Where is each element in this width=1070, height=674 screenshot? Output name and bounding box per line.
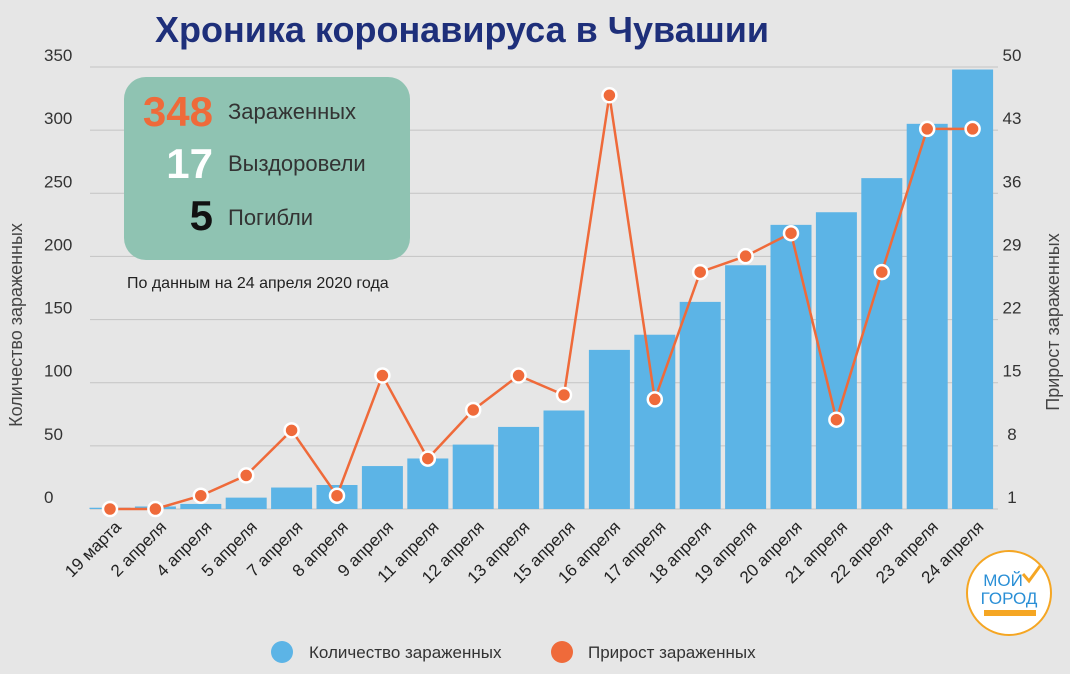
growth-point [328,487,346,504]
left-tick-label: 50 [44,425,63,444]
growth-point [374,367,391,384]
logo: МОЙ ГОРОД [966,550,1052,636]
growth-point [918,120,936,138]
bar [588,349,630,509]
growth-point [964,120,981,138]
deaths-label: Погибли [228,205,313,230]
recovered-label: Выздоровели [228,151,366,176]
growth-point [873,263,891,281]
growth-point [782,224,800,242]
right-tick-label: 36 [1003,172,1022,191]
bar [407,458,449,509]
growth-point [237,467,255,484]
legend-bar-marker [271,641,293,663]
right-axis-ticks: 1 8 15 22 29 36 43 50 [1003,46,1022,507]
left-tick-label: 150 [44,299,72,318]
logo-underline [984,610,1036,616]
growth-point [555,386,573,404]
left-axis-title: Количество зараженных [6,223,26,427]
legend-line-marker [551,641,573,663]
growth-point [283,422,300,439]
bar [725,265,767,509]
check-icon [1021,565,1042,584]
left-tick-label: 350 [44,46,72,65]
line-series [101,87,981,518]
right-tick-label: 8 [1007,425,1016,444]
right-tick-label: 50 [1003,46,1022,65]
bar [543,410,585,509]
logo-line1: МОЙ [983,571,1023,590]
growth-point [101,500,119,518]
growth-point [737,247,754,265]
bar [861,178,903,510]
growth-point [828,411,845,428]
deaths-count: 5 [190,192,213,239]
bar [180,503,222,509]
right-tick-label: 43 [1003,109,1022,128]
growth-point [147,500,164,518]
data-date-note: По данным на 24 апреля 2020 года [127,275,389,292]
bar [361,466,403,509]
growth-point [691,263,709,281]
left-tick-label: 100 [44,362,72,381]
left-tick-label: 200 [44,235,72,254]
legend-line-label: Прирост зараженных [588,643,756,662]
right-tick-label: 22 [1003,299,1022,318]
right-tick-label: 15 [1003,362,1022,381]
stats-box [124,77,410,260]
right-axis-title: Прирост зараженных [1043,233,1063,410]
bar [271,487,313,509]
bar [952,69,994,510]
bar [498,426,540,509]
infected-label: Зараженных [228,99,356,124]
growth-line [110,95,973,511]
bar [770,224,812,509]
right-tick-label: 29 [1003,235,1022,254]
bar [679,301,721,509]
left-tick-label: 250 [44,172,72,191]
bar-series [89,69,994,510]
bar [452,444,494,509]
legend-bar-label: Количество зараженных [309,643,502,662]
recovered-count: 17 [166,140,213,187]
bar [225,497,267,509]
growth-point [419,450,437,467]
bar [906,123,948,509]
chart-title: Хроника коронавируса в Чувашии [155,9,769,50]
left-tick-label: 0 [44,488,53,507]
growth-point [464,401,482,419]
infected-count: 348 [143,88,213,135]
right-tick-label: 1 [1007,488,1016,507]
logo-line2: ГОРОД [981,589,1038,608]
growth-point [192,487,210,504]
left-tick-label: 300 [44,109,72,128]
growth-point [646,391,664,408]
growth-point [510,367,527,384]
left-axis-ticks: 0 50 100 150 200 250 300 350 [44,46,72,507]
growth-point [601,87,618,104]
